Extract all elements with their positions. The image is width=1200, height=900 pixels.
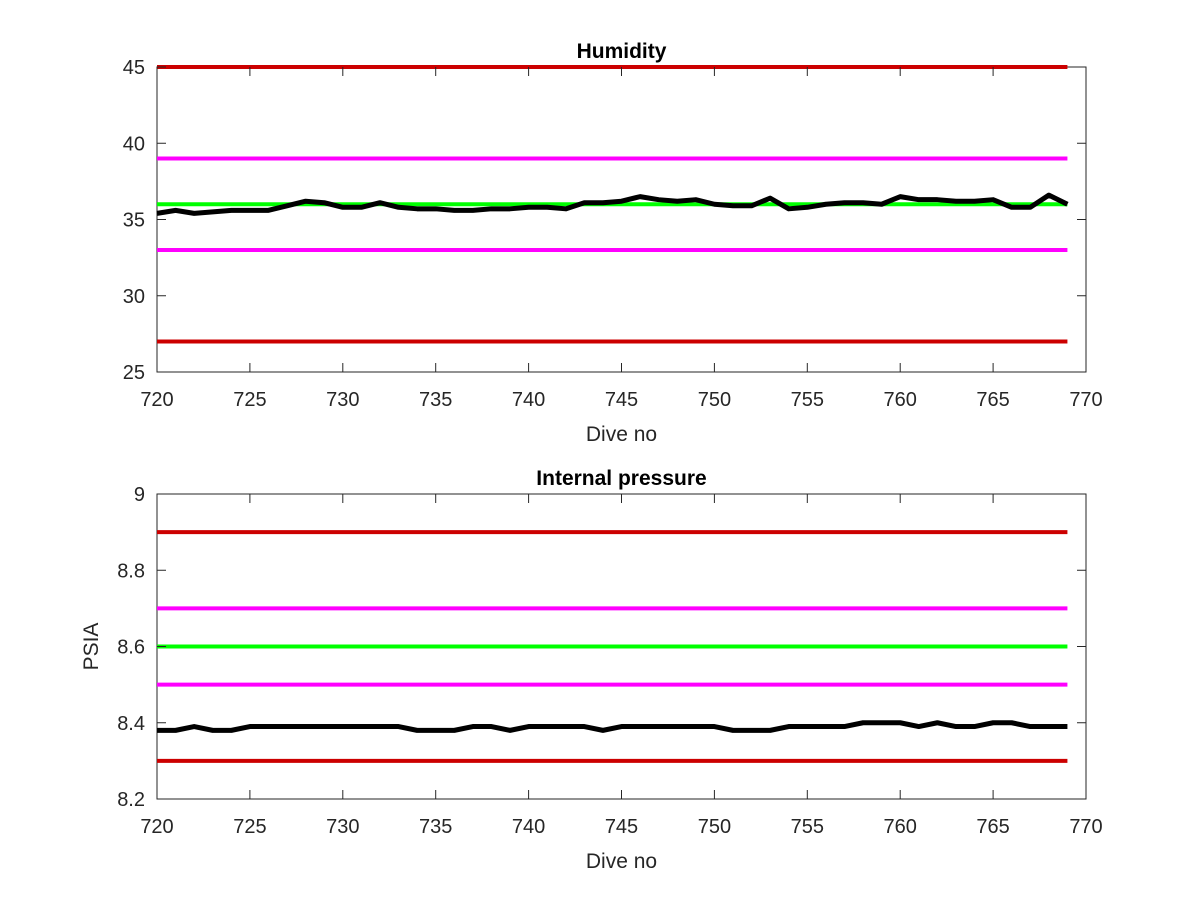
humidity-series-line-5 — [156, 192, 1069, 216]
humidity-tick-layer: 720 725 730 735 740 745 750 755 760 765 770 25 30 35 4… — [123, 57, 1103, 411]
pressure-y-tick-label: 8.2 — [117, 789, 145, 811]
pressure-series-layer — [157, 530, 1068, 763]
humidity-x-tick-label: 745 — [605, 389, 638, 411]
pressure-x-tick-label: 720 — [140, 816, 173, 838]
pressure-y-axis-label: PSIA — [80, 623, 103, 671]
pressure-x-tick-label: 750 — [698, 816, 731, 838]
humidity-x-tick-label: 750 — [698, 389, 731, 411]
humidity-subplot: 720 725 730 735 740 745 750 755 760 765 770 25 30 35 4… — [123, 40, 1103, 446]
pressure-chart-title: Internal pressure — [536, 467, 706, 490]
pressure-y-tick-label: 8.8 — [117, 560, 145, 582]
humidity-series-layer — [156, 65, 1069, 344]
humidity-chart-title: Humidity — [577, 40, 667, 63]
pressure-x-tick-label: 735 — [419, 816, 452, 838]
humidity-y-tick-label: 30 — [123, 286, 145, 308]
humidity-x-tick-label: 725 — [233, 389, 266, 411]
humidity-x-axis-label: Dive no — [586, 423, 657, 446]
pressure-x-tick-label: 765 — [976, 816, 1009, 838]
humidity-x-tick-label: 755 — [791, 389, 824, 411]
humidity-x-tick-label: 760 — [884, 389, 917, 411]
humidity-x-tick-label: 770 — [1069, 389, 1102, 411]
pressure-x-tick-label: 740 — [512, 816, 545, 838]
humidity-y-tick-label: 40 — [123, 133, 145, 155]
pressure-x-tick-label: 770 — [1069, 816, 1102, 838]
humidity-y-tick-label: 35 — [123, 210, 145, 232]
humidity-x-tick-label: 765 — [976, 389, 1009, 411]
pressure-x-tick-label: 725 — [233, 816, 266, 838]
pressure-x-axis-label: Dive no — [586, 850, 657, 873]
humidity-x-tick-label: 735 — [419, 389, 452, 411]
pressure-x-tick-label: 755 — [791, 816, 824, 838]
humidity-x-tick-label: 720 — [140, 389, 173, 411]
pressure-y-tick-label: 8.6 — [117, 637, 145, 659]
humidity-axes-box — [156, 66, 1087, 373]
pressure-tick-layer: 720 725 730 735 740 745 750 755 760 765 770 8.2 8.4 8… — [117, 484, 1103, 838]
pressure-y-tick-label: 9 — [134, 484, 145, 506]
pressure-x-tick-label: 730 — [326, 816, 359, 838]
humidity-y-tick-label: 25 — [123, 362, 145, 384]
pressure-x-tick-label: 745 — [605, 816, 638, 838]
pressure-series-line-5 — [157, 720, 1068, 733]
humidity-x-tick-label: 740 — [512, 389, 545, 411]
pressure-y-tick-label: 8.4 — [117, 713, 145, 735]
pressure-x-tick-label: 760 — [884, 816, 917, 838]
internal-pressure-subplot: 720 725 730 735 740 745 750 755 760 765 770 8.2 8.4 8… — [80, 467, 1103, 873]
humidity-x-tick-label: 730 — [326, 389, 359, 411]
humidity-y-tick-label: 45 — [123, 57, 145, 79]
